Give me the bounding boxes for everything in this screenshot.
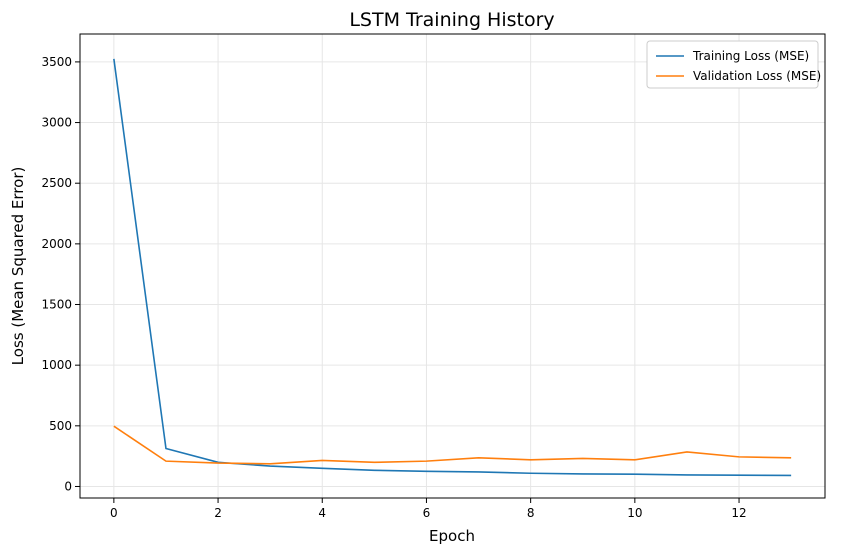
y-tick-label: 3000 [41, 116, 72, 130]
y-tick-label: 1500 [41, 298, 72, 312]
legend-label: Validation Loss (MSE) [693, 69, 821, 83]
plot-frame [79, 33, 826, 499]
x-tick-label: 6 [423, 506, 431, 520]
x-tick-label: 10 [627, 506, 642, 520]
y-tick-label: 1000 [41, 358, 72, 372]
x-tick-label: 12 [731, 506, 746, 520]
chart-title: LSTM Training History [349, 9, 554, 31]
y-tick-label: 2500 [41, 176, 72, 190]
x-tick-label: 8 [527, 506, 535, 520]
y-tick-label: 2000 [41, 237, 72, 251]
legend: Training Loss (MSE) Validation Loss (MSE) [646, 40, 821, 89]
x-axis-label: Epoch [429, 527, 475, 545]
legend-label: Training Loss (MSE) [692, 49, 809, 63]
y-tick-label: 500 [49, 419, 72, 433]
x-tick-label: 2 [214, 506, 222, 520]
x-tick-label: 0 [110, 506, 118, 520]
legend-box [646, 40, 819, 89]
x-tick-label: 4 [318, 506, 326, 520]
series-line-0 [113, 58, 792, 477]
y-tick-label: 0 [64, 479, 72, 493]
y-axis-label: Loss (Mean Squared Error) [9, 167, 27, 366]
y-tick-label: 3500 [41, 55, 72, 69]
series-line-1 [113, 425, 792, 465]
